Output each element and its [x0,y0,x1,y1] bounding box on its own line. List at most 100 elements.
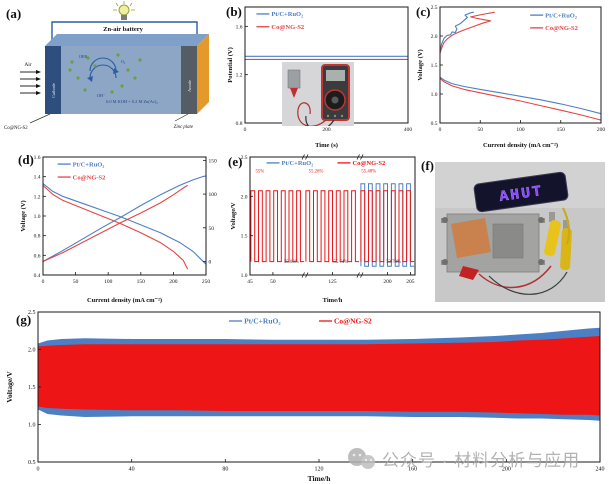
panel-f-label: (f) [421,158,434,173]
legend-entry: Co@NG-S2 [271,24,304,31]
svg-text:1.5: 1.5 [431,63,438,69]
svg-text:125: 125 [328,279,337,285]
svg-text:45: 45 [247,279,253,285]
y-axis-label: Potential (V) [227,47,234,83]
cathode-callout-line [29,113,51,124]
svg-text:150: 150 [209,158,218,164]
svg-text:80: 80 [222,467,228,473]
series-Co@NG-S2 voltage [42,185,189,270]
svg-text:120: 120 [315,467,324,473]
annotation: 53.70% [386,260,401,265]
y-axis-label: Voltage/V [5,371,14,403]
air-flow-arrows [20,70,41,95]
cathode-strip [45,46,61,114]
svg-text:2.5: 2.5 [28,310,36,316]
led-display-text: AHUT [498,183,544,206]
svg-text:0: 0 [244,127,247,133]
svg-text:400: 400 [404,127,413,133]
led-display-board: AHUT [473,171,569,213]
oh-label: OH⁻ [97,93,105,98]
light-bulb-icon [113,1,135,20]
x-axis-label: Time/h [308,474,332,483]
svg-text:0: 0 [439,127,442,133]
svg-text:2.0: 2.0 [431,34,438,40]
x-axis-label: Current density (mA cm⁻²) [483,142,558,149]
air-label: Air [24,62,32,68]
svg-text:200: 200 [383,279,392,285]
legend-entry: Co@NG-S2 [352,160,385,167]
panel-f-photo: (f) AHUT [420,150,609,305]
panel-d-label: (d) [18,152,34,167]
cycling-stability-chart: 45 50 125 200 205 1.0 1.5 2.0 2.5 Time/h Voltage/V… [230,154,416,304]
svg-text:2.5: 2.5 [241,155,248,161]
svg-text:1.0: 1.0 [34,214,41,220]
red-probe-wire [297,102,327,126]
svg-text:1.5: 1.5 [28,385,36,391]
battery-schematic: Zn-air battery Air Cathode Anode OER O₂ … [4,1,209,131]
svg-text:150: 150 [137,279,146,285]
ocv-chart: 0 200 400 0.8 1.2 1.6 Time (s) Potential (V) Pt/… [227,6,413,149]
svg-text:2.5: 2.5 [431,5,438,11]
svg-text:1.0: 1.0 [431,92,438,98]
legend-entry: Pt/C+RuO₂ [73,161,105,168]
svg-text:205: 205 [406,279,415,285]
red-clip [459,266,479,280]
svg-text:1.0: 1.0 [241,273,248,279]
series-Pt/C+RuO₂ voltage [42,183,207,265]
anode-callout-text: Zinc plate [174,125,194,130]
anode-strip [181,46,197,114]
watermark-text: 公众号 · 材料分析与应用 [382,451,581,470]
annotation: 55.26% [309,169,324,174]
o2-label: O₂ [121,59,126,64]
panel-b-label: (b) [226,4,242,19]
battery-cell [441,213,545,273]
svg-text:240: 240 [596,467,605,473]
series-Co@NG-S2 [360,190,415,263]
svg-text:100: 100 [209,192,218,198]
band-Co@NG-S2 [38,336,600,416]
oer-label: OER [79,54,88,59]
anode-label: Anode [187,80,192,92]
legend-entry: Pt/C+RuO₂ [271,11,303,18]
device-photo: AHUT [435,162,605,302]
yellow-wire [562,207,571,245]
legend-entry: Co@NG-S2 [73,174,106,181]
y-axis-label: Voltage (V) [20,200,27,231]
svg-text:100: 100 [516,127,525,133]
svg-text:50: 50 [478,127,484,133]
legend-entry: Co@NG-S2 [334,317,372,326]
svg-text:2.0: 2.0 [28,348,36,354]
svg-text:160: 160 [408,467,417,473]
svg-text:0.8: 0.8 [236,121,243,127]
cathode-label: Cathode [51,83,56,98]
catalyst-particles [68,53,142,94]
wechat-official-account-icon [348,447,375,469]
battery-box [45,34,209,114]
svg-text:200: 200 [597,127,606,133]
svg-text:200: 200 [169,279,178,285]
panel-g-longterm: (g) 0 40 80 120 160 200 240 0.5 1.0 1.5 2.0 2.5 Time… [0,300,609,484]
svg-text:2.0: 2.0 [241,194,248,200]
multimeter [321,64,350,121]
svg-text:150: 150 [557,127,566,133]
y-axis-label: Voltage (V) [417,49,424,80]
svg-text:50: 50 [73,279,79,285]
black-wire [488,271,568,295]
series-Co@NG-S2 [305,190,360,263]
svg-text:250: 250 [202,279,211,285]
svg-text:50: 50 [270,279,276,285]
svg-text:1.2: 1.2 [236,73,243,79]
annotation: 55.06% [284,260,299,265]
series-Pt/C+RuO₂ discharge [439,76,602,115]
series-Pt/C+RuO₂ charge [439,11,474,53]
panel-b-ocv: (b) 0 200 400 0.8 1.2 1.6 Time (s) Potential (V… [225,0,415,150]
anode-callout-line [174,113,189,122]
annotation: 55.48% [361,169,376,174]
panel-a-label: (a) [6,6,22,21]
svg-text:1.0: 1.0 [28,423,36,429]
plot-frame [42,156,207,276]
annotation: 55.74% [333,260,348,265]
series-Co@NG-S2 charge [439,11,495,54]
svg-text:100: 100 [104,279,113,285]
